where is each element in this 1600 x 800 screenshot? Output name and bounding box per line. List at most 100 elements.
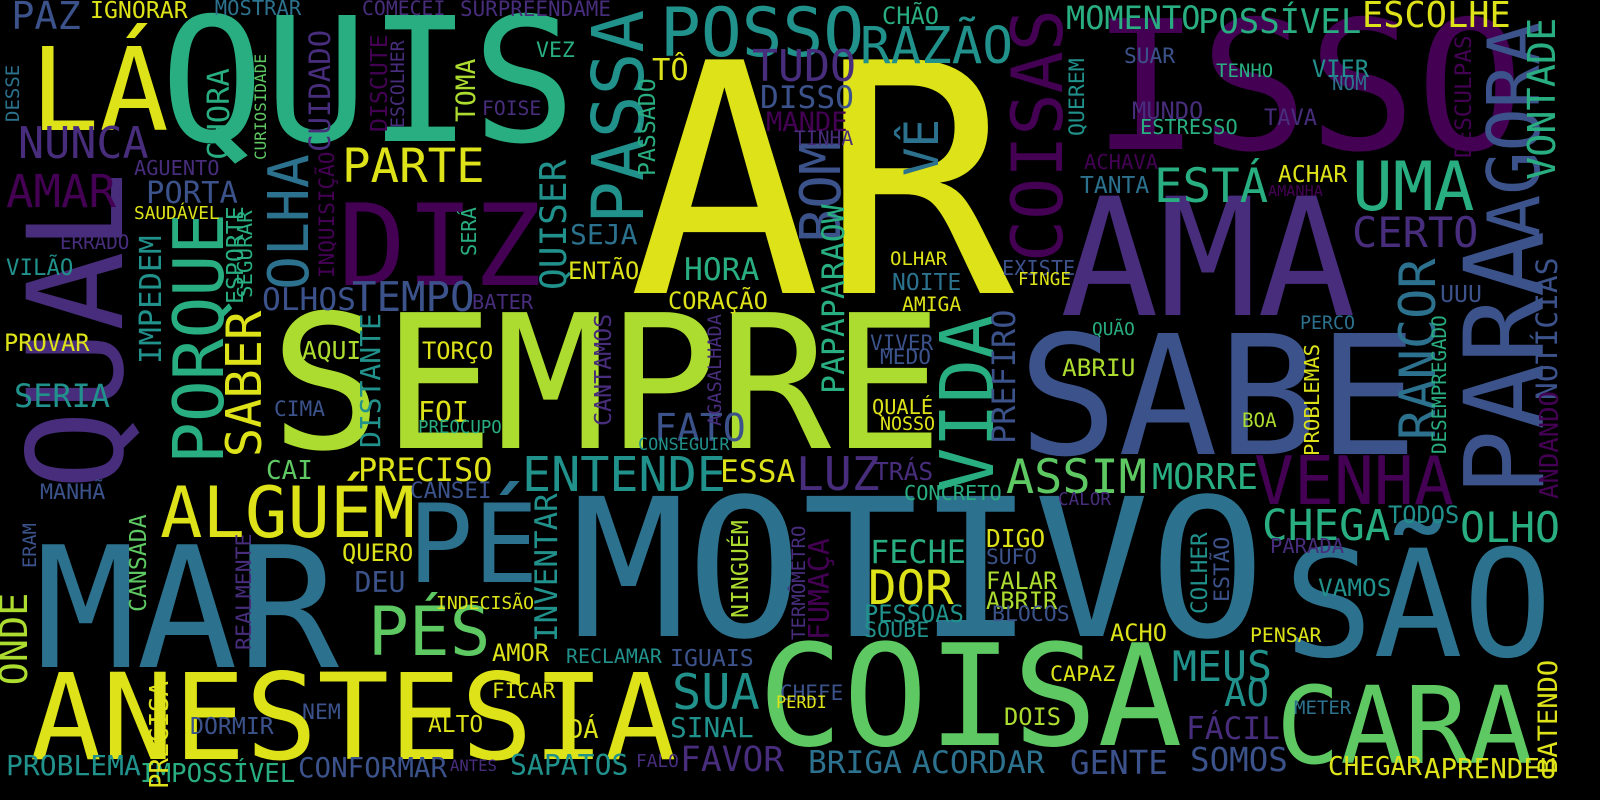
word-42: OLHO [1460, 503, 1560, 552]
word-109: CHEGAR [1328, 752, 1422, 782]
word-200: NOM [1332, 72, 1367, 95]
word-142: ERRADO [60, 231, 130, 254]
word-17: LÁ [30, 24, 169, 158]
word-152: IGNORAR [90, 0, 188, 24]
word-101: IMPOSSÍVEL [140, 759, 296, 789]
word-18: ALGUÉM [160, 471, 416, 554]
word-70: AO [1224, 671, 1269, 715]
word-145: DISCUTE [366, 34, 393, 132]
word-117: ALTO [428, 712, 484, 738]
word-182: SOUBE [864, 618, 930, 643]
word-65: BRIGA [808, 745, 902, 781]
word-177: PARADA [1270, 534, 1345, 558]
word-29: RAZÃO [860, 16, 1013, 75]
word-55: FATO [654, 406, 746, 450]
word-92: NINGUÉM [727, 520, 754, 618]
word-157: SERÁ [457, 207, 481, 256]
word-100: PROBLEMA [6, 749, 141, 782]
word-89: MANDE [766, 107, 848, 138]
word-180: BLOCOS [992, 602, 1070, 627]
word-6: AMA [1060, 163, 1356, 354]
word-87: CAI [266, 456, 313, 486]
word-153: DESSE [2, 64, 24, 122]
word-60: INVENTAR [529, 493, 565, 642]
word-136: CANTAMOS [590, 313, 617, 426]
word-174: UUU [1440, 282, 1482, 308]
word-52: MOMENTO [1066, 0, 1201, 37]
word-32: AMAR [6, 165, 117, 218]
word-79: DISTANTE [354, 313, 387, 448]
word-78: VAMOS [1318, 573, 1392, 602]
word-59: SERIA [14, 377, 110, 415]
word-187: PRECISA [145, 681, 175, 789]
word-149: COMECEI [362, 0, 446, 20]
word-80: ONDE [0, 592, 37, 686]
word-15: CARA [1276, 665, 1533, 789]
word-171: FINGE [1018, 270, 1071, 290]
word-172: QUÃO [1092, 319, 1135, 340]
word-64: FAVOR [680, 740, 785, 780]
word-62: PESSOAS [864, 600, 964, 628]
word-27: ENTENDE [522, 447, 726, 503]
word-30: PARTE [342, 139, 485, 194]
word-71: VONTADE [1520, 17, 1565, 180]
word-53: PAPAPARAOW [816, 204, 852, 394]
word-13: DIZ [338, 180, 542, 312]
word-118: DORMIR [190, 713, 274, 740]
word-16: PÉ [408, 481, 539, 608]
word-175: BOA [1242, 409, 1277, 432]
word-151: MOSTRAR [214, 0, 302, 20]
word-113: DOIS [1004, 703, 1062, 731]
word-192: REALMENTE [232, 533, 257, 651]
word-91: COLHER [1187, 532, 1213, 614]
word-77: IMPEDEM [134, 235, 169, 364]
word-173: PERCO [1300, 313, 1356, 334]
word-106: NOITE [892, 270, 962, 296]
word-33: SABER [217, 310, 273, 458]
word-34: OLHA [257, 154, 322, 290]
word-2: SEMPRE [270, 275, 944, 492]
word-137: PASSADO [634, 78, 661, 176]
word-28: UMA [1352, 147, 1475, 226]
word-37: LUZ [796, 447, 880, 501]
word-130: SUAR [1124, 43, 1176, 68]
word-84: PAZ [11, 0, 81, 39]
word-50: ESCOLHE [1362, 0, 1511, 36]
word-83: CHORA [202, 68, 237, 160]
word-96: ABRIR [986, 587, 1058, 615]
word-26: VENHA [1254, 442, 1454, 520]
word-86: PROVAR [4, 329, 90, 357]
word-10: ANESTESIA [30, 649, 677, 788]
word-125: AQUI [302, 336, 362, 365]
word-111: ACHO [1110, 619, 1168, 647]
word-119: IGUAIS [670, 645, 754, 672]
word-154: FOISE [482, 97, 542, 120]
word-45: TEMPO [352, 273, 475, 321]
word-143: SAUDÁVEL [134, 203, 220, 224]
word-110: APRENDEU [1424, 753, 1557, 785]
word-14: SÃO [1283, 519, 1553, 692]
word-97: ABRIU [1062, 353, 1136, 382]
word-120: RECLAMAR [566, 645, 662, 668]
word-159: CIMA [274, 396, 326, 421]
word-127: TANTA [1080, 173, 1150, 199]
word-36: ASSIM [1006, 451, 1147, 505]
word-126: ACHAR [1278, 162, 1348, 188]
word-147: CURIOSIDADE [251, 54, 270, 160]
word-144: SEGURAR [233, 210, 257, 298]
word-61: PRECISO [358, 451, 493, 489]
word-57: FECHE [870, 533, 966, 571]
word-165: QUALÉ [872, 395, 934, 419]
word-72: NOTÍCIAS [1530, 257, 1564, 400]
word-178: ESTÃO [1210, 536, 1235, 602]
word-94: DIGO [986, 524, 1046, 553]
word-164: MEDO [880, 344, 932, 369]
word-160: PREOCUPO [418, 418, 502, 438]
word-161: CONSEGUIR [638, 434, 730, 454]
word-167: TRÁS [874, 457, 934, 486]
word-123: CORAÇÃO [668, 287, 768, 315]
word-19: PÉS [368, 592, 491, 671]
word-162: AGASALHADA [705, 314, 726, 426]
word-7: SABE [1018, 301, 1418, 494]
word-198: AMANHA [1268, 182, 1323, 200]
